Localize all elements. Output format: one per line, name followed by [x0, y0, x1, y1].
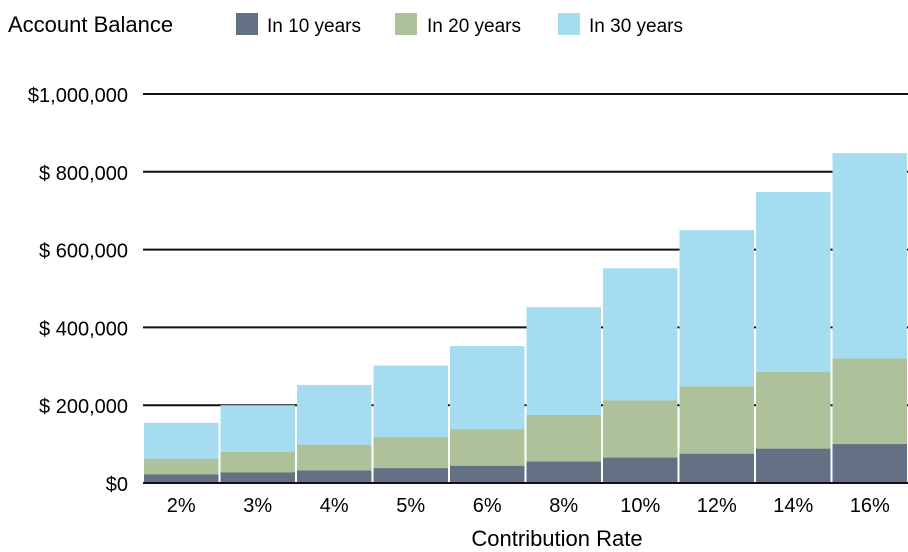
x-tick-label: 12% [697, 495, 737, 517]
x-axis-label: Contribution Rate [471, 526, 642, 551]
y-tick-label: $ 400,000 [39, 318, 128, 340]
bar-in-10-years-2pct [144, 474, 219, 483]
x-tick-label: 2% [167, 495, 196, 517]
y-axis-ticks: $0 $ 200,000 $ 400,000 $ 600,000 $ 800,000 $1… [28, 85, 128, 496]
legend-item-10-years: In 10 years [236, 13, 361, 37]
legend-item-20-years: In 20 years [395, 13, 521, 37]
legend-label-10-years: In 10 years [267, 16, 361, 37]
x-tick-label: 8% [549, 495, 578, 517]
y-tick-label: $ 200,000 [39, 396, 128, 418]
bar-in-10-years-16pct [832, 444, 907, 483]
legend-swatch-10-years [236, 13, 258, 35]
x-axis-ticks: 2% 3% 4% 5% 6% 8% 10% 12% 14% 16% [167, 495, 890, 517]
legend: In 10 years In 20 years In 30 years [236, 13, 683, 37]
x-tick-label: 10% [620, 495, 660, 517]
x-tick-label: 14% [773, 495, 813, 517]
bar-in-10-years-6pct [450, 465, 525, 483]
y-tick-label: $ 600,000 [39, 241, 128, 263]
legend-swatch-20-years [395, 13, 417, 35]
bar-in-10-years-14pct [756, 448, 831, 483]
x-tick-label: 5% [396, 495, 425, 517]
bar-in-10-years-8pct [526, 461, 601, 483]
bar-in-10-years-12pct [679, 453, 754, 483]
x-tick-label: 3% [243, 495, 272, 517]
legend-label-30-years: In 30 years [589, 16, 683, 37]
y-tick-label: $ 800,000 [39, 163, 128, 185]
y-tick-label: $1,000,000 [28, 85, 128, 107]
legend-item-30-years: In 30 years [558, 13, 683, 37]
x-tick-label: 4% [320, 495, 349, 517]
legend-swatch-30-years [558, 13, 580, 35]
bar-in-10-years-4pct [297, 470, 372, 483]
bars [144, 153, 907, 484]
bar-in-10-years-5pct [373, 468, 448, 483]
chart-title: Account Balance [8, 12, 173, 37]
y-tick-label: $0 [106, 474, 128, 496]
x-tick-label: 16% [850, 495, 890, 517]
bar-in-10-years-3pct [220, 472, 295, 483]
legend-label-20-years: In 20 years [427, 16, 521, 37]
x-tick-label: 6% [473, 495, 502, 517]
bar-in-10-years-10pct [603, 457, 678, 483]
